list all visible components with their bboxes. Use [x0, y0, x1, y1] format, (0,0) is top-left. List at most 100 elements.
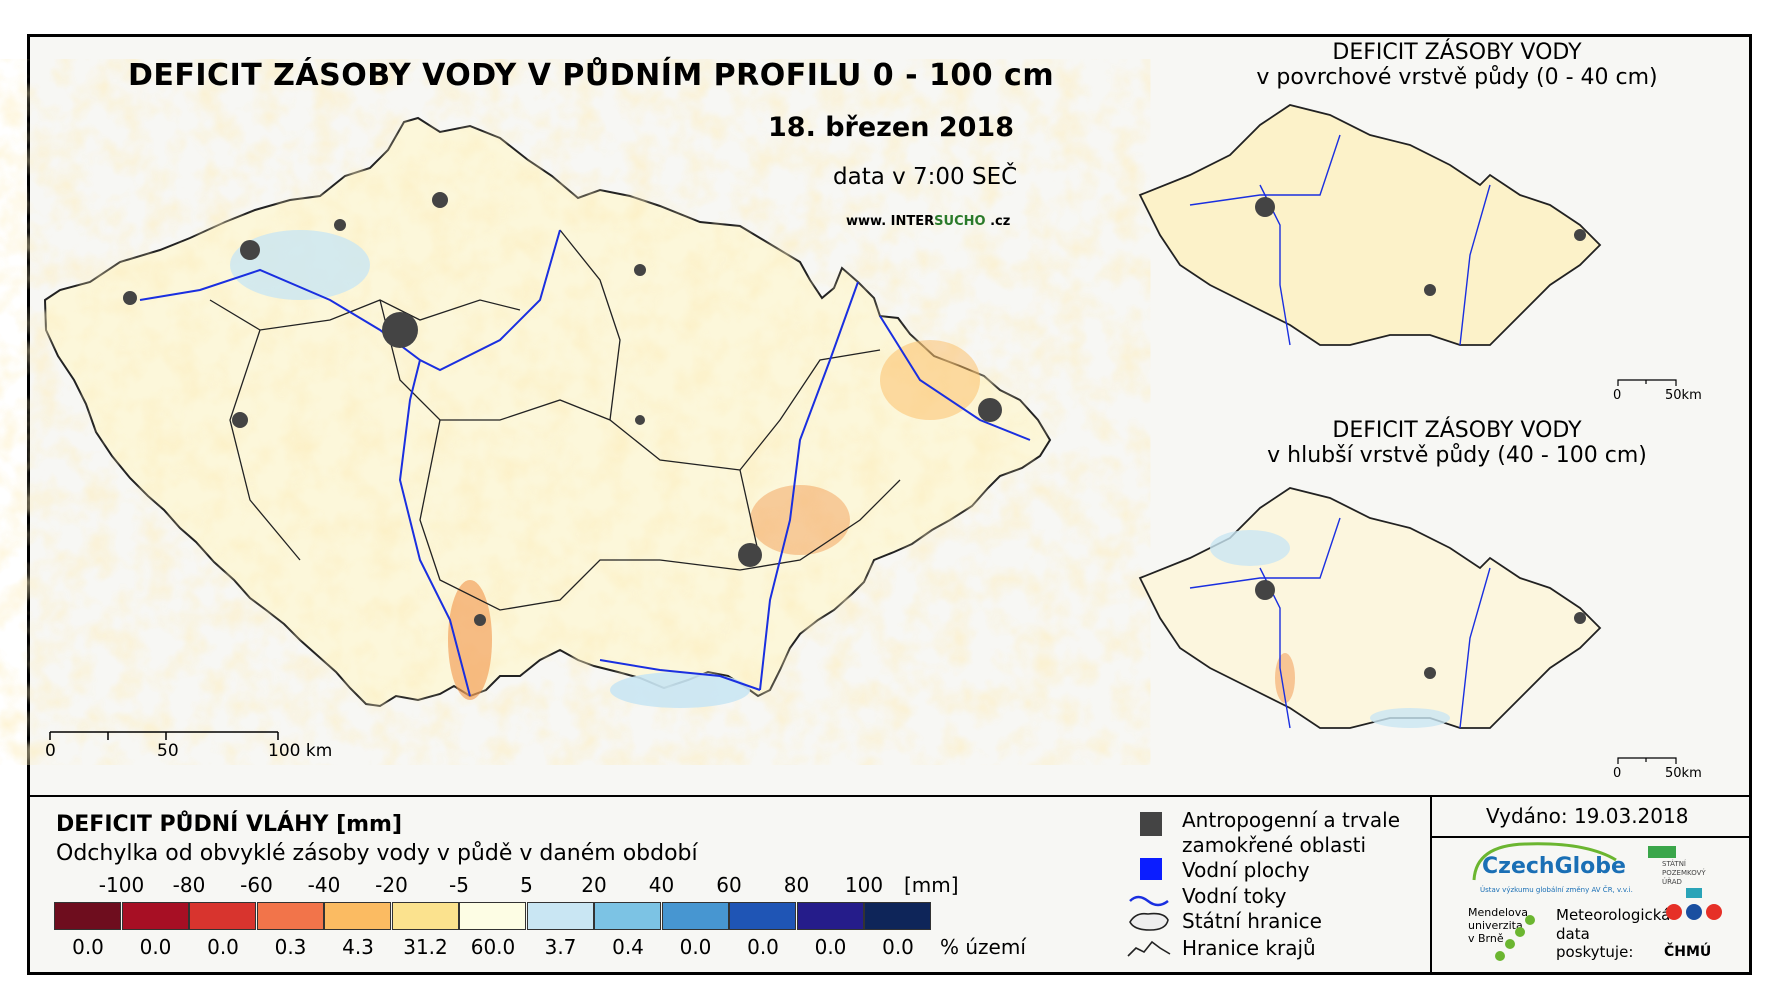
legend-percent: 0.0: [139, 935, 172, 959]
spu-logo: [1648, 846, 1676, 858]
river-dyje: [599, 659, 761, 691]
legend-percent: 0.0: [747, 935, 779, 959]
legend-threshold: -100: [98, 873, 145, 897]
legend-percent: 4.3: [342, 935, 374, 959]
legend-threshold: 80: [783, 873, 810, 897]
legend-anthropogenic: Antropogenní a trvale: [1182, 808, 1401, 832]
main-scale-bar: [49, 731, 279, 740]
inset-bottom-scale-0: 0: [1613, 766, 1622, 781]
spu-text-2: POZEMKOVÝ: [1662, 869, 1706, 877]
chmu-text: ČHMÚ: [1664, 944, 1712, 960]
legend-swatch: [729, 902, 796, 930]
legend-swatch: [864, 902, 931, 930]
legend-threshold: -40: [307, 873, 341, 897]
legend-water-bodies: Vodní plochy: [1182, 858, 1310, 882]
anthropogenic-swatch: [1140, 812, 1162, 836]
mendel-text-3: v Brně: [1468, 932, 1504, 945]
inset-top-scale-50: 50km: [1665, 388, 1702, 403]
legend-percent: 60.0: [470, 935, 516, 959]
water-body-swatch: [1140, 858, 1162, 880]
issued-divider: [1430, 836, 1752, 838]
river-symbol: [1129, 895, 1169, 907]
meteo-text-2: data: [1556, 925, 1590, 943]
mendel-text-1: Mendelova: [1468, 906, 1529, 919]
legend-percent: 0.0: [72, 935, 104, 959]
map-title: DEFICIT ZÁSOBY VODY V PŮDNÍM PROFILU 0 -…: [128, 58, 1055, 93]
legend-swatch: [661, 902, 729, 930]
legend-percent: 0.0: [814, 935, 847, 959]
spu-text-3: ÚŘAD: [1662, 878, 1682, 886]
legend-percent: 0.4: [612, 935, 644, 959]
legend-threshold: -80: [172, 873, 206, 897]
legend-swatch: [526, 902, 594, 930]
legend-swatch: [594, 902, 661, 930]
legend-percent: 0.0: [207, 935, 239, 959]
dry-area-south: [448, 580, 492, 700]
legend-percent-unit: % území: [940, 935, 1026, 959]
czechglobe-sub: Ústav výzkumu globální změny AV ČR, v.v.…: [1480, 886, 1633, 894]
legend-anthropogenic-2: zamokřené oblasti: [1182, 833, 1367, 857]
legend-percent: 0.0: [882, 935, 914, 959]
mendel-logo: [1495, 915, 1535, 961]
legend-unit: [mm]: [904, 873, 959, 897]
website-suffix: .cz: [985, 214, 1011, 229]
spu-text-1: STÁTNÍ: [1662, 860, 1686, 868]
legend-percent: 31.2: [403, 935, 448, 959]
website-inter: INTER: [890, 214, 935, 229]
state-border-symbol: [1129, 912, 1169, 931]
legend-threshold: -60: [240, 873, 273, 897]
scale-label-50: 50: [157, 741, 179, 761]
inset-top-line1: DEFICIT ZÁSOBY VODY: [1332, 40, 1582, 65]
legend-swatch: [121, 902, 189, 930]
meteo-text-1: Meteorologická: [1556, 906, 1671, 924]
legend-region-border: Hranice krajů: [1182, 936, 1316, 960]
inset-map-deep: [1138, 487, 1602, 729]
legend-divider: [27, 795, 1752, 797]
wet-area-north: [230, 230, 370, 300]
legend-swatch: [256, 902, 324, 930]
scale-label-100: 100 km: [268, 741, 333, 761]
inset-bottom-title: DEFICIT ZÁSOBY VODY v hlubší vrstvě půdy…: [1237, 418, 1677, 468]
website-prefix: www.: [846, 214, 891, 229]
legend-swatch: [54, 902, 121, 930]
issued-date: Vydáno: 19.03.2018: [1486, 804, 1689, 828]
chmu-logo: [1666, 888, 1722, 920]
river-morava: [759, 281, 859, 691]
legend-threshold: 100: [844, 873, 884, 897]
website-link[interactable]: www. INTERSUCHO .cz: [846, 214, 1010, 229]
river-vltava: [398, 359, 471, 697]
legend-threshold: 20: [581, 873, 607, 897]
legend-threshold: -20: [375, 873, 408, 897]
czechglobe-swoosh: [1472, 842, 1617, 881]
czechglobe-logo: CzechGlobe: [1482, 854, 1626, 879]
legend-threshold: 60: [716, 873, 742, 897]
legend-threshold: 5: [520, 873, 533, 897]
inset-top-scale-0: 0: [1613, 388, 1622, 403]
inset-bottom-line1: DEFICIT ZÁSOBY VODY: [1332, 418, 1582, 443]
inset-map-surface: [1138, 104, 1602, 346]
legend-threshold: 40: [648, 873, 675, 897]
legend-threshold: -5: [449, 873, 469, 897]
inset-bottom-scale: [1617, 757, 1677, 764]
inset-top-scale: [1617, 379, 1677, 386]
legend-percent: 0.3: [274, 935, 307, 959]
mendel-text-2: univerzita: [1468, 919, 1523, 932]
scale-label-0: 0: [45, 741, 56, 761]
inset-bottom-line2: v hlubší vrstvě půdy (40 - 100 cm): [1267, 443, 1647, 468]
legend-state-border: Státní hranice: [1182, 909, 1322, 933]
river-odra: [879, 315, 1031, 441]
inset-top-line2: v povrchové vrstvě půdy (0 - 40 cm): [1256, 65, 1658, 90]
credits-divider: [1430, 795, 1432, 975]
data-time: data v 7:00 SEČ: [833, 164, 1018, 190]
website-sucho: SUCHO: [934, 214, 986, 229]
wet-area-south: [610, 672, 750, 708]
legend-swatch: [796, 902, 864, 930]
legend-percent: 3.7: [544, 935, 577, 959]
legend-percent: 0.0: [679, 935, 712, 959]
city-praha: [382, 312, 418, 348]
meteo-text-3: poskytuje:: [1556, 943, 1634, 961]
legend-title: DEFICIT PŮDNÍ VLÁHY [mm]: [56, 812, 403, 837]
legend-swatch: [324, 902, 391, 930]
city-ostrava: [978, 398, 1002, 422]
